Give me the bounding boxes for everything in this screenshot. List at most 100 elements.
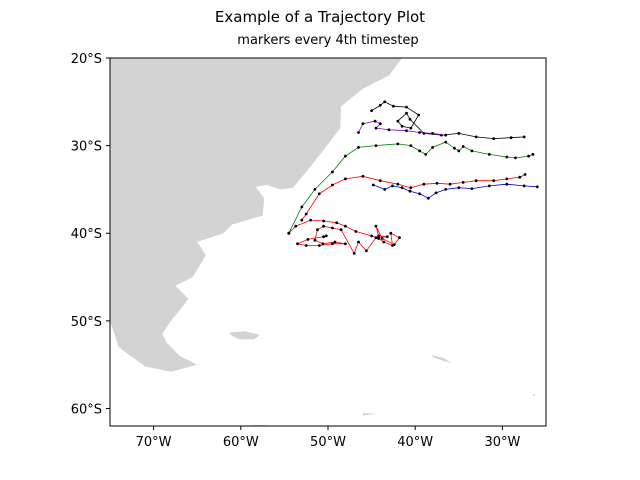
trajectory-marker <box>405 111 408 115</box>
south-america-landmass <box>110 58 403 372</box>
trajectory-marker <box>461 181 465 184</box>
trajectory-marker <box>331 226 334 230</box>
trajectory-marker <box>331 183 334 187</box>
trajectory-line <box>373 183 538 199</box>
trajectory-5 <box>371 182 539 200</box>
trajectory-2 <box>357 119 448 137</box>
trajectory-marker <box>492 179 496 183</box>
trajectory-marker <box>392 243 396 247</box>
trajectory-marker <box>457 132 461 135</box>
trajectory-line <box>371 101 525 140</box>
trajectory-marker <box>505 155 509 159</box>
trajectory-marker <box>492 137 496 141</box>
trajectory-marker <box>392 104 395 108</box>
trajectory-marker <box>306 238 310 241</box>
y-tick-label: 20°S <box>71 52 102 67</box>
south-georgia-landmass <box>430 355 452 363</box>
trajectory-marker <box>431 146 434 149</box>
trajectory-marker <box>409 186 413 190</box>
trajectory-marker <box>383 100 387 104</box>
trajectory-marker <box>344 154 347 158</box>
y-tick-label: 60°S <box>71 402 102 417</box>
trajectory-marker <box>333 240 337 244</box>
trajectory-layer <box>287 100 539 255</box>
trajectory-marker <box>357 146 360 149</box>
trajectory-marker <box>374 236 378 240</box>
trajectory-marker <box>522 184 526 188</box>
trajectory-marker <box>317 244 321 247</box>
trajectory-marker <box>385 235 389 239</box>
trajectory-marker <box>431 132 434 135</box>
trajectory-marker <box>316 228 319 232</box>
trajectory-marker <box>294 224 298 228</box>
chart-title: Example of a Trajectory Plot <box>215 8 425 26</box>
trajectory-marker <box>531 153 535 156</box>
trajectory-line <box>288 141 534 234</box>
trajectory-marker <box>444 188 448 191</box>
trajectory-marker <box>371 183 375 187</box>
trajectory-marker <box>435 181 439 185</box>
trajectory-marker <box>344 177 347 181</box>
trajectory-line <box>301 174 526 221</box>
x-tick-label: 40°W <box>397 435 433 450</box>
trajectory-marker <box>344 242 347 246</box>
trajectory-marker <box>400 186 404 190</box>
trajectory-marker <box>335 221 339 225</box>
trajectory-marker <box>408 117 412 121</box>
trajectory-marker <box>426 196 430 200</box>
trajectory-marker <box>418 131 421 134</box>
trajectory-marker <box>527 154 530 158</box>
trajectory-3 <box>287 140 535 235</box>
trajectory-marker <box>400 124 404 128</box>
trajectory-marker <box>304 244 308 247</box>
x-tick-label: 60°W <box>223 435 259 450</box>
trajectory-marker <box>514 156 517 160</box>
trajectory-marker <box>361 122 365 126</box>
trajectory-marker <box>474 135 478 139</box>
trajectory-marker <box>487 184 491 188</box>
trajectory-marker <box>370 109 373 112</box>
trajectory-marker <box>396 119 400 123</box>
trajectory-marker <box>453 146 456 150</box>
trajectory-marker <box>505 182 509 186</box>
trajectory-marker <box>344 224 347 228</box>
trajectory-marker <box>422 182 426 186</box>
trajectory-marker <box>461 145 465 148</box>
trajectory-marker <box>377 237 380 240</box>
trajectory-marker <box>373 119 377 123</box>
x-tick-label: 50°W <box>310 435 346 450</box>
trajectory-line <box>358 120 446 136</box>
south-orkney-islands-landmass <box>362 412 376 416</box>
trajectory-marker <box>322 235 325 239</box>
trajectory-marker <box>309 218 312 222</box>
land-layer <box>110 58 535 426</box>
trajectory-marker <box>300 205 304 209</box>
y-tick-label: 50°S <box>71 315 102 330</box>
trajectory-marker <box>424 153 428 156</box>
trajectory-marker <box>417 113 421 117</box>
trajectory-marker <box>434 191 438 195</box>
trajectory-marker <box>322 224 325 228</box>
trajectory-marker <box>321 242 325 246</box>
trajectory-marker <box>313 238 317 242</box>
trajectory-marker <box>509 136 513 140</box>
trajectory-marker <box>391 184 394 188</box>
trajectory-marker <box>313 188 317 191</box>
trajectory-marker <box>331 242 334 246</box>
trajectory-marker <box>378 122 382 126</box>
trajectory-marker <box>398 236 401 240</box>
trajectory-marker <box>380 237 384 240</box>
trajectory-marker <box>470 149 474 153</box>
falkland-islands-landmass <box>230 331 260 340</box>
trajectory-marker <box>444 133 448 137</box>
trajectory-6 <box>287 218 401 255</box>
trajectory-marker <box>396 182 400 186</box>
trajectory-marker <box>505 177 509 181</box>
trajectory-marker <box>317 192 321 196</box>
trajectory-marker <box>378 103 382 107</box>
trajectory-marker <box>518 175 522 179</box>
chart-subtitle: markers every 4th timestep <box>237 33 418 48</box>
y-tick-label: 40°S <box>71 227 102 242</box>
trajectory-marker <box>389 231 393 235</box>
